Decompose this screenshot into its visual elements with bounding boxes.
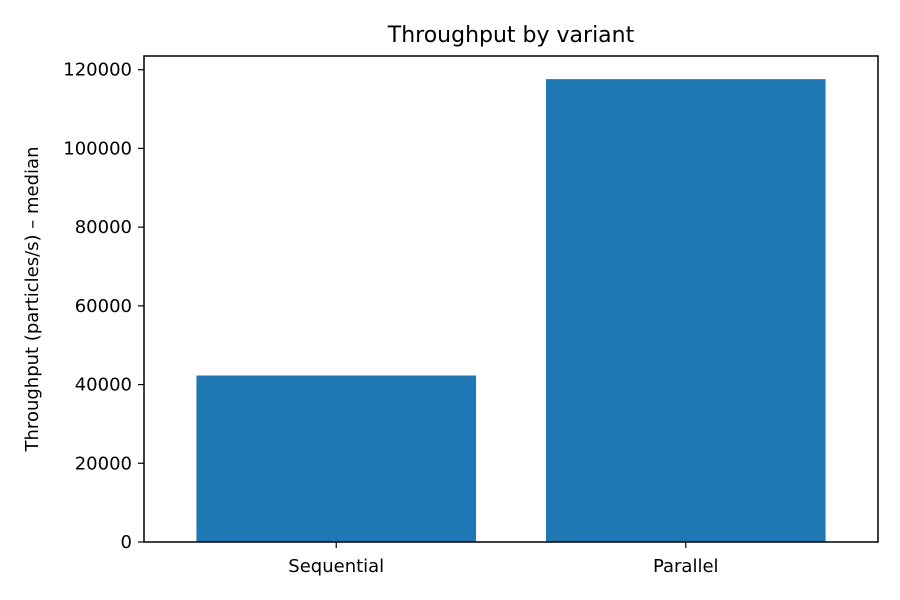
chart-title: Throughput by variant bbox=[387, 23, 635, 48]
y-tick-label: 60000 bbox=[75, 296, 132, 317]
plot-area-frame bbox=[143, 55, 879, 543]
bar-parallel bbox=[545, 79, 826, 543]
y-tick-label: 20000 bbox=[75, 453, 132, 474]
y-tick-label: 120000 bbox=[63, 60, 132, 81]
x-tick-label: Sequential bbox=[288, 556, 384, 577]
x-tick-label: Parallel bbox=[653, 556, 719, 577]
y-tick-label: 100000 bbox=[63, 138, 132, 159]
y-tick-label: 40000 bbox=[75, 375, 132, 396]
bar-sequential bbox=[196, 375, 477, 542]
bars-group bbox=[196, 79, 826, 543]
y-tick-label: 80000 bbox=[75, 217, 132, 238]
x-axis-ticks: Sequential Parallel bbox=[288, 542, 719, 577]
y-tick-label: 0 bbox=[121, 532, 132, 553]
y-axis-label: Throughput (particles/s) – median bbox=[22, 147, 43, 453]
y-axis-ticks: 0 20000 40000 60000 80000 100000 120000 bbox=[63, 60, 144, 553]
